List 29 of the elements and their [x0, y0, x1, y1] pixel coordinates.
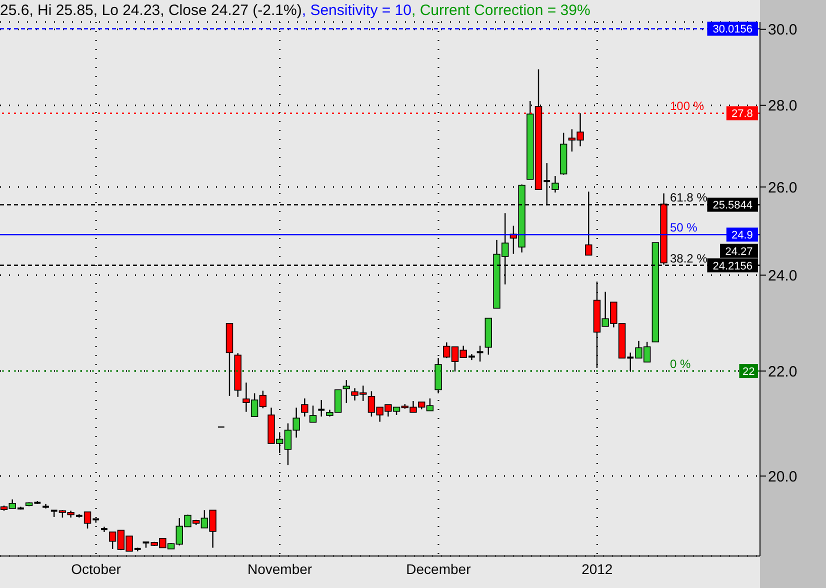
y-tick-label: 24.0: [768, 267, 798, 284]
ref-line-label: 22: [742, 366, 755, 378]
annotation: 24.27: [725, 246, 753, 258]
y-tick-label: 28.0: [768, 98, 798, 115]
ref-line-label: 30.0156: [712, 24, 752, 36]
annotation: 100 %: [670, 99, 704, 114]
candlestick: [309, 405, 317, 423]
ref-line-label: 24.9: [731, 230, 753, 242]
x-tick-label: 2012: [582, 560, 613, 577]
annotation: 0 %: [670, 357, 692, 372]
y-tick-label: 30.0: [768, 22, 798, 39]
ref-line-label: 27.8: [731, 108, 753, 120]
y-tick-label: 20.0: [768, 468, 798, 486]
candlestick: [476, 345, 484, 362]
ref-line-label: 24.2156: [712, 260, 752, 272]
x-tick-label: November: [247, 560, 312, 577]
text: , Sensitivity = 10: [302, 2, 412, 19]
text: , Current Correction = 39%: [412, 2, 590, 19]
x-tick-label: December: [406, 560, 472, 577]
chart-title: 25.6, Hi 25.85, Lo 24.23, Close 24.27 (-2.1%): [0, 2, 302, 19]
candlestick: [301, 398, 308, 418]
annotation: 50 %: [670, 220, 698, 235]
annotation: 38.2 %: [670, 251, 708, 266]
y-tick-label: 26.0: [768, 179, 798, 196]
y-tick-label: 22.0: [768, 363, 798, 380]
candlestick: [317, 399, 326, 418]
ref-line-label: 25.5844: [712, 200, 752, 212]
annotation: 61.8 %: [670, 190, 708, 205]
x-tick-label: October: [71, 560, 122, 577]
